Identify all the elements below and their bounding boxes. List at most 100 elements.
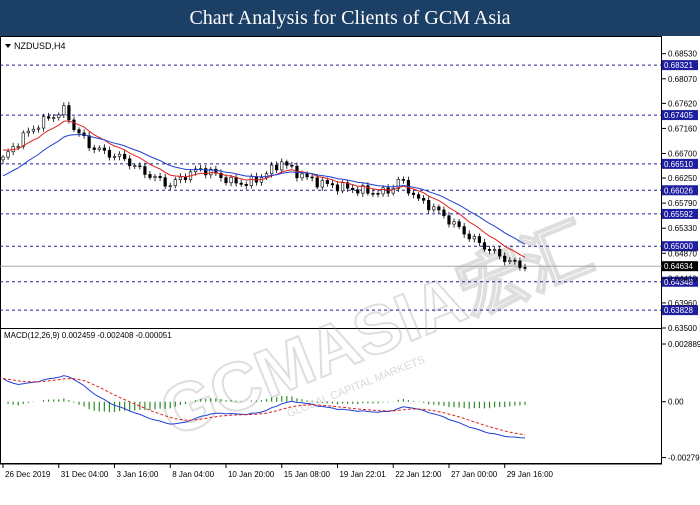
support-resistance-levels: 0.68321 0.67405 0.66510 0.66026 0.65592 0.650… — [0, 60, 698, 316]
macd-tick-label: -0.002798 — [668, 454, 700, 463]
level-label: 0.65000 — [664, 242, 693, 251]
candle-body — [457, 221, 461, 227]
candle-body — [346, 182, 350, 189]
price-tick-label: 0.68070 — [668, 75, 697, 84]
price-tick-label: 0.65330 — [668, 224, 697, 233]
candle-body — [366, 185, 370, 194]
signal-line — [2, 377, 526, 436]
candle-body — [513, 260, 517, 262]
macd-indicator — [2, 375, 526, 439]
time-tick-label: 27 Jan 00:00 — [451, 470, 498, 479]
candle-body — [77, 129, 81, 134]
candle-body — [401, 179, 405, 181]
candle-body — [57, 114, 61, 118]
candle-body — [487, 248, 492, 251]
candle-body — [178, 176, 182, 180]
candle-body — [193, 168, 198, 173]
candle-body — [523, 267, 527, 269]
candle-body — [285, 161, 289, 166]
candle-body — [249, 176, 253, 186]
symbol-dropdown-icon[interactable] — [5, 44, 11, 48]
time-tick-label: 8 Jan 04:00 — [172, 470, 214, 479]
candle-body — [376, 193, 380, 195]
candle-body — [244, 184, 248, 186]
candle-body — [330, 183, 335, 186]
candle-body — [133, 165, 137, 168]
candle-body — [467, 233, 471, 240]
macd-panel-frame — [0, 328, 662, 464]
price-tick-label: 0.68530 — [668, 50, 697, 59]
price-panel-frame — [0, 36, 662, 329]
price-tick-label: 0.66250 — [668, 174, 697, 183]
candle-body — [432, 206, 436, 211]
macd-line — [2, 375, 526, 439]
time-tick-label: 26 Dec 2019 — [5, 470, 51, 479]
time-tick-label: 3 Jan 16:00 — [116, 470, 158, 479]
candle-body — [97, 147, 101, 150]
candle-body — [72, 119, 76, 130]
candle-body — [173, 179, 177, 187]
level-label-box — [662, 158, 698, 169]
symbol-label: NZDUSD,H4 — [14, 41, 66, 51]
page-title: Chart Analysis for Clients of GCM Asia — [0, 0, 700, 36]
price-tick-label: 0.63500 — [668, 324, 697, 333]
candle-body — [62, 105, 66, 116]
candle-body — [128, 158, 132, 167]
candle-body — [361, 185, 365, 194]
level-label-box — [662, 276, 698, 287]
candle-body — [356, 189, 360, 194]
level-label-box — [662, 305, 698, 316]
candle-body — [447, 215, 451, 225]
candle-body — [183, 176, 188, 180]
level-label-box — [662, 241, 698, 252]
candle-body — [264, 173, 269, 178]
candle-body — [112, 156, 117, 158]
candle-body — [305, 173, 309, 178]
level-label: 0.66026 — [664, 186, 693, 195]
candle-body — [280, 161, 284, 171]
level-label-box — [662, 185, 698, 196]
candle-body — [148, 174, 152, 178]
candle-body — [508, 260, 512, 263]
candle-body — [315, 177, 319, 188]
candle-body — [462, 226, 466, 235]
ma-slow-line — [2, 133, 526, 245]
candle-body — [290, 164, 294, 167]
candle-body — [452, 221, 456, 225]
chart-area: GCMASIA宏汇 GLOBAL CAPITAL MARKETS 0.68321… — [0, 36, 700, 500]
time-tick-label: 22 Jan 12:00 — [395, 470, 442, 479]
level-label: 0.67405 — [664, 111, 693, 120]
level-label-box — [662, 110, 698, 121]
candle-body — [143, 166, 147, 175]
candle-body — [229, 176, 233, 184]
candle-body — [163, 177, 167, 187]
candle-body — [41, 116, 46, 129]
candle-body — [310, 176, 314, 179]
price-tick-label: 0.64870 — [668, 249, 697, 258]
candle-body — [492, 248, 497, 251]
candle-body — [31, 128, 36, 132]
candle-body — [477, 236, 481, 243]
price-tick-label: 0.67160 — [668, 124, 697, 133]
ma-fast-line — [2, 120, 526, 258]
candle-body — [411, 192, 416, 195]
candle-body — [275, 164, 279, 171]
candle-body — [26, 130, 30, 134]
candle-body — [518, 260, 522, 268]
candle-body — [52, 117, 56, 119]
candle-body — [503, 255, 507, 263]
candle-body — [498, 248, 502, 257]
candle-body — [416, 194, 421, 199]
candle-body — [335, 184, 340, 192]
candle-body — [340, 182, 345, 192]
time-tick-label: 19 Jan 22:01 — [339, 470, 386, 479]
candle-body — [102, 147, 106, 151]
candle-body — [16, 146, 20, 148]
candle-body — [209, 168, 213, 176]
candle-body — [138, 165, 142, 168]
level-label: 0.63828 — [664, 306, 693, 315]
price-tick-label: 0.67620 — [668, 99, 697, 108]
candle-body — [442, 209, 446, 217]
candle-body — [422, 198, 426, 201]
time-tick-label: 15 Jan 08:00 — [284, 470, 331, 479]
